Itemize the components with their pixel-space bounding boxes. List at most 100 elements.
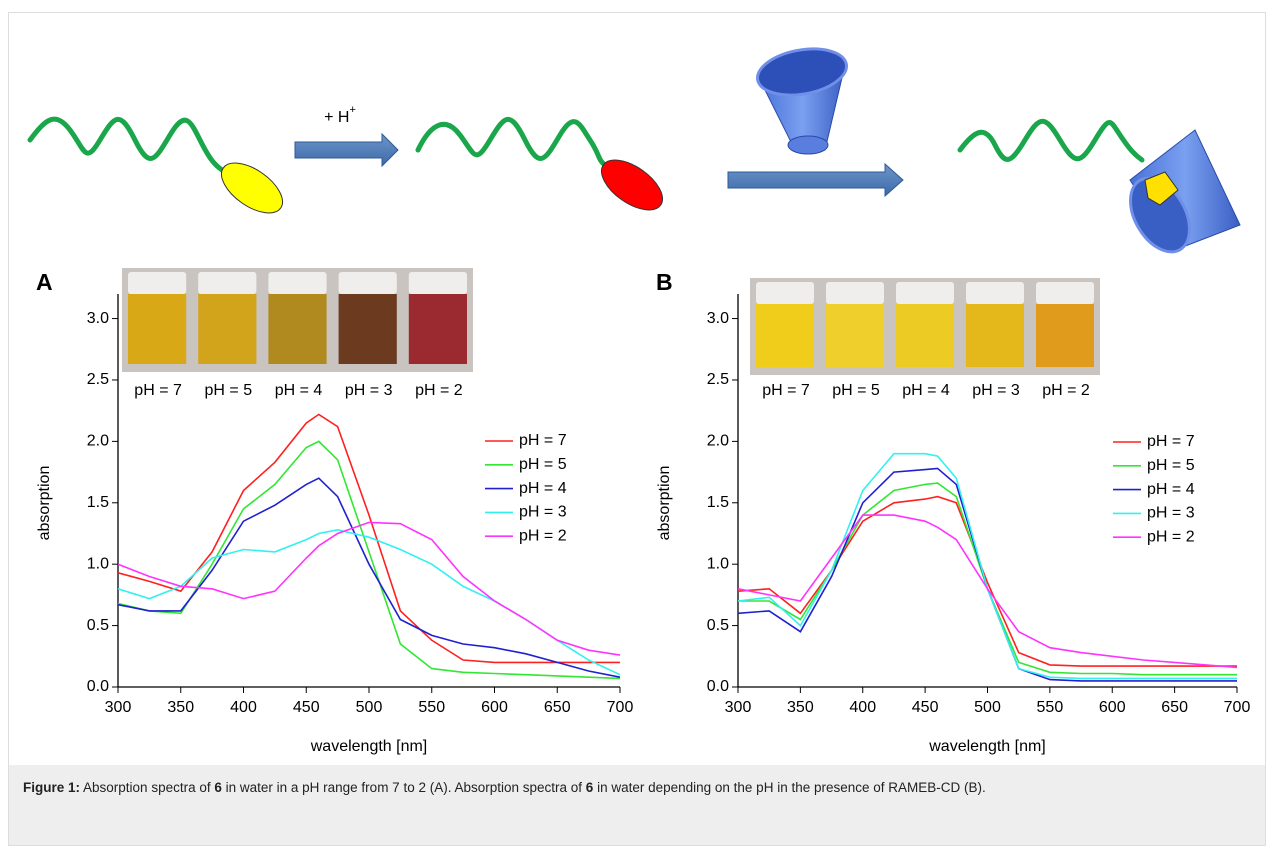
x-tick-label: 300 <box>725 699 752 716</box>
x-tick-label: 350 <box>167 699 194 716</box>
y-tick-label: 0.5 <box>707 617 729 634</box>
y-tick-label: 0.0 <box>87 678 109 695</box>
legend-label: pH = 4 <box>519 480 567 497</box>
chain <box>27 116 225 173</box>
figure: + H+ pH = 7 pH = 5 pH = 4 pH = 3 pH = 2 A 0.0 0… <box>27 47 1251 755</box>
inset-label: pH = 3 <box>345 382 393 399</box>
scheme: + H+ <box>27 47 1241 254</box>
y-tick-label: 2.0 <box>87 433 109 450</box>
x-tick-label: 550 <box>1037 699 1064 716</box>
y-tick-label: 1.0 <box>707 555 729 572</box>
cyclodextrin <box>756 47 848 155</box>
legend-label: pH = 7 <box>1147 433 1195 450</box>
x-tick-label: 700 <box>1224 699 1251 716</box>
cuvette <box>966 304 1024 367</box>
x-tick-label: 500 <box>974 699 1001 716</box>
x-tick-label: 350 <box>787 699 814 716</box>
inset-label: pH = 7 <box>134 382 182 399</box>
reagent-superscript: + <box>349 104 355 116</box>
x-tick-label: 650 <box>1161 699 1188 716</box>
data-line <box>737 467 1237 682</box>
x-tick-label: 700 <box>607 699 634 716</box>
arrow <box>294 132 399 168</box>
chromophore <box>221 162 283 214</box>
legend-label: pH = 7 <box>519 432 567 449</box>
chromophore <box>601 159 663 211</box>
y-tick-label: 3.0 <box>87 310 109 327</box>
data-line <box>737 514 1238 669</box>
x-tick-label: 450 <box>293 699 320 716</box>
legend-label: pH = 2 <box>519 527 567 544</box>
cuvette <box>268 294 327 364</box>
legend-label: pH = 2 <box>1147 528 1195 545</box>
y-tick-label: 1.5 <box>87 494 109 511</box>
data-line <box>117 440 621 680</box>
x-axis-title: wavelength [nm] <box>310 738 428 755</box>
cuvette <box>1036 304 1094 367</box>
data-line <box>117 413 620 664</box>
x-tick-label: 600 <box>1099 699 1126 716</box>
figure-frame <box>8 12 1266 846</box>
y-tick-label: 1.0 <box>87 555 109 572</box>
inset-label: pH = 4 <box>275 382 323 399</box>
cuvette-cap <box>756 282 814 304</box>
cuvette <box>896 304 954 367</box>
caption-text: in water depending on the pH in the pres… <box>593 780 986 795</box>
cuvette-cap <box>128 272 187 294</box>
cuvette-cap <box>826 282 884 304</box>
reagent-text: + H <box>324 109 349 126</box>
inset-label: pH = 3 <box>972 382 1020 399</box>
x-tick-label: 300 <box>105 699 132 716</box>
caption: Figure 1: Absorption spectra of 6 in wat… <box>9 765 1265 845</box>
cuvette-cap <box>1036 282 1094 304</box>
y-axis-title: absorption <box>656 466 673 541</box>
legend-label: pH = 5 <box>519 456 567 473</box>
caption-text: Absorption spectra of <box>80 780 215 795</box>
y-tick-label: 2.0 <box>707 433 729 450</box>
y-tick-label: 3.0 <box>707 310 729 327</box>
cuvette-cap <box>338 272 397 294</box>
inset-label: pH = 5 <box>832 382 880 399</box>
y-tick-label: 2.5 <box>707 371 729 388</box>
legend-label: pH = 5 <box>1147 457 1195 474</box>
inset-label: pH = 4 <box>902 382 950 399</box>
cuvette <box>408 294 467 364</box>
caption-text: 6 <box>214 780 222 795</box>
cuvette-cap <box>408 272 467 294</box>
cuvette-cap <box>966 282 1024 304</box>
inset-label: pH = 7 <box>762 382 810 399</box>
cyclodextrin <box>1129 129 1241 254</box>
panel-label: A <box>36 269 53 295</box>
chain <box>957 118 1145 163</box>
y-axis-title: absorption <box>36 466 53 541</box>
caption-text: Figure 1: <box>23 780 81 795</box>
cuvette <box>338 294 397 364</box>
inset-label: pH = 2 <box>415 382 463 399</box>
cuvette <box>198 294 257 364</box>
cuvette <box>128 294 187 364</box>
data-line <box>737 452 1237 680</box>
inset-label: pH = 2 <box>1042 382 1090 399</box>
legend-label: pH = 3 <box>519 504 567 521</box>
inset-label: pH = 5 <box>205 382 253 399</box>
x-tick-label: 650 <box>544 699 571 716</box>
x-tick-label: 600 <box>481 699 508 716</box>
caption-text: 6 <box>585 780 594 795</box>
x-tick-label: 400 <box>230 699 257 716</box>
y-tick-label: 1.5 <box>707 494 729 511</box>
data-line <box>117 521 621 656</box>
panel-label: B <box>656 269 673 295</box>
x-axis-title: wavelength [nm] <box>928 738 1046 755</box>
cuvette-cap <box>896 282 954 304</box>
x-tick-label: 550 <box>418 699 445 716</box>
x-tick-label: 400 <box>849 699 876 716</box>
data-line <box>737 495 1237 667</box>
arrow <box>727 162 904 198</box>
x-tick-label: 450 <box>912 699 939 716</box>
caption-text: in water in a pH range from 7 to 2 (A). … <box>221 780 586 795</box>
cuvette <box>826 304 884 367</box>
legend-label: pH = 3 <box>1147 505 1195 522</box>
y-tick-label: 0.0 <box>707 678 729 695</box>
data-line <box>117 477 621 678</box>
